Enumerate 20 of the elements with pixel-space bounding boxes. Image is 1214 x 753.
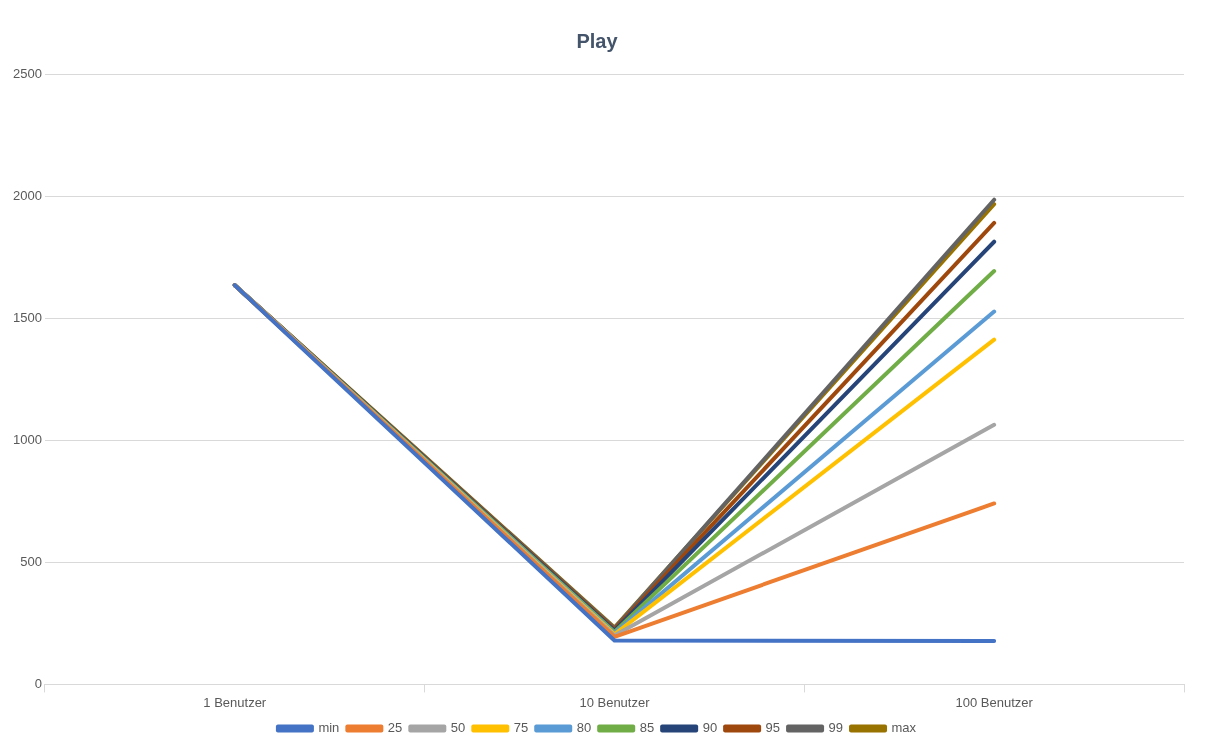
chart-title: Play <box>576 29 619 52</box>
legend-label: 95 <box>765 720 781 736</box>
legend-label: 80 <box>576 720 592 736</box>
legend-label: 25 <box>387 720 403 736</box>
x-tick-label: 1 Benutzer <box>203 694 267 710</box>
x-tick-label: 100 Benutzer <box>955 694 1034 710</box>
legend-label: 99 <box>828 720 844 736</box>
legend-label: 75 <box>513 720 529 736</box>
y-tick-label: 1500 <box>13 309 42 325</box>
legend-label: 90 <box>702 720 718 736</box>
y-tick-label: 1000 <box>13 431 42 447</box>
legend-label: min <box>318 720 340 736</box>
y-tick-label: 500 <box>20 553 42 569</box>
legend-label: 50 <box>450 720 466 736</box>
y-tick-label: 0 <box>34 675 42 691</box>
y-tick-label: 2000 <box>13 187 42 203</box>
legend-label: 85 <box>639 720 655 736</box>
legend-label: max <box>891 720 917 736</box>
x-tick-label: 10 Benutzer <box>579 694 651 710</box>
y-tick-label: 2500 <box>13 65 42 81</box>
